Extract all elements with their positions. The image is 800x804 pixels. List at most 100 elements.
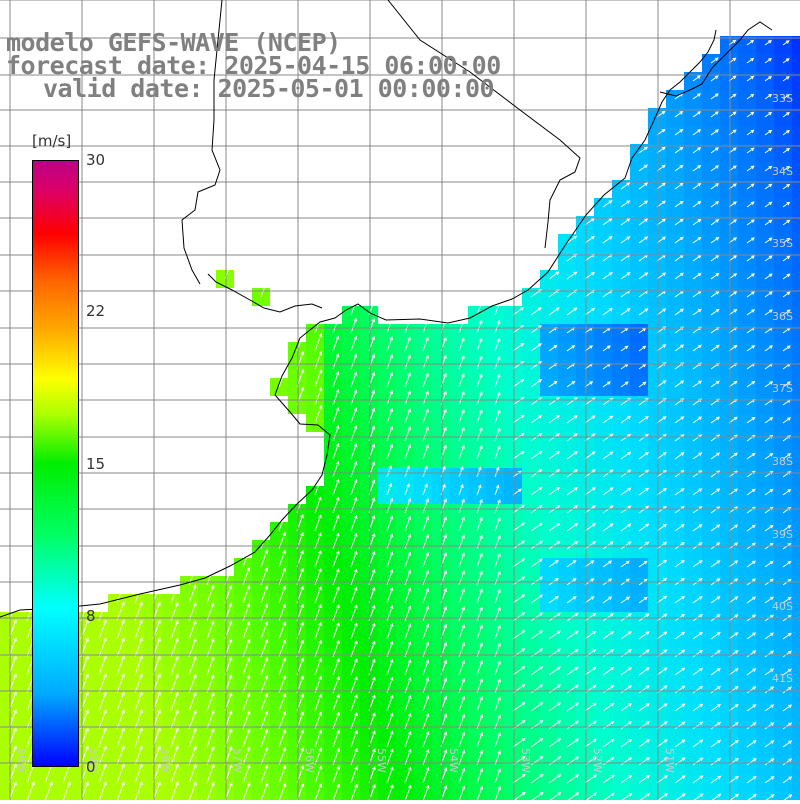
- wind-cell: [180, 792, 198, 804]
- wind-arrow: [386, 372, 393, 388]
- wind-arrow-head: [717, 703, 721, 708]
- wind-arrow: [530, 522, 543, 532]
- wind-arrow: [404, 570, 411, 586]
- wind-arrow-head: [425, 677, 430, 682]
- wind-arrow: [530, 702, 543, 712]
- wind-arrow-head: [680, 398, 685, 402]
- wind-arrow: [116, 782, 125, 802]
- wind-arrow: [638, 757, 650, 766]
- wind-arrow-head: [733, 273, 738, 277]
- wind-arrow: [494, 356, 500, 370]
- wind-arrow: [764, 399, 773, 406]
- wind-arrow: [494, 467, 499, 478]
- wind-arrow: [404, 466, 410, 478]
- wind-arrow-head: [371, 586, 376, 591]
- wind-arrow-head: [497, 606, 501, 611]
- wind-arrow: [494, 446, 501, 460]
- wind-arrow: [476, 607, 483, 622]
- wind-arrow-head: [210, 566, 215, 571]
- colorbar-tick-0: 0: [86, 758, 96, 776]
- wind-arrow-head: [461, 444, 465, 449]
- wind-arrow-head: [572, 596, 577, 600]
- wind-arrow: [332, 784, 340, 802]
- wind-arrow: [530, 648, 543, 658]
- wind-arrow-head: [555, 271, 560, 276]
- wind-arrow: [710, 147, 719, 154]
- wind-cell: [468, 792, 486, 804]
- wind-arrow: [692, 165, 701, 172]
- wind-arrow-head: [354, 783, 358, 788]
- wind-arrow: [782, 148, 790, 154]
- wind-arrow: [512, 702, 525, 712]
- wind-arrow-head: [103, 691, 107, 696]
- wind-arrow-head: [13, 637, 17, 642]
- wind-arrow-head: [714, 93, 719, 97]
- wind-cell: [792, 576, 800, 594]
- wind-arrow: [674, 111, 683, 118]
- wind-arrow: [386, 659, 394, 676]
- wind-arrow-head: [539, 702, 544, 706]
- wind-arrow: [242, 585, 250, 604]
- wind-arrow-head: [646, 739, 651, 743]
- wind-arrow: [782, 740, 792, 748]
- wind-arrow-head: [750, 147, 755, 152]
- wind-arrow-head: [734, 704, 739, 708]
- wind-arrow: [548, 684, 561, 694]
- wind-arrow-head: [626, 272, 631, 276]
- wind-arrow: [260, 639, 268, 658]
- wind-arrow: [170, 764, 179, 784]
- wind-arrow: [692, 237, 701, 244]
- wind-arrow: [764, 291, 773, 298]
- wind-arrow: [278, 711, 286, 730]
- wind-arrow-head: [85, 637, 89, 642]
- wind-arrow: [746, 704, 756, 712]
- wind-arrow-head: [157, 583, 161, 588]
- wind-arrow: [764, 363, 773, 370]
- wind-arrow-head: [389, 640, 394, 645]
- wind-arrow-head: [443, 552, 448, 557]
- wind-arrow: [692, 308, 702, 316]
- wind-arrow-head: [424, 465, 428, 470]
- wind-arrow: [674, 147, 683, 154]
- wind-arrow: [638, 434, 649, 442]
- wind-arrow-head: [479, 498, 483, 503]
- wind-arrow: [476, 445, 483, 460]
- wind-arrow-head: [680, 488, 685, 492]
- wind-arrow: [602, 596, 612, 604]
- wind-arrow: [764, 327, 773, 334]
- wind-arrow-head: [336, 640, 340, 645]
- wind-arrow: [134, 746, 143, 766]
- wind-cell: [36, 792, 54, 804]
- wind-arrow-head: [606, 345, 611, 349]
- wind-arrow: [620, 345, 629, 352]
- wind-arrow-head: [175, 727, 179, 732]
- wind-arrow-head: [157, 691, 161, 696]
- wind-arrow: [782, 417, 791, 424]
- wind-arrow-head: [372, 784, 376, 789]
- wind-arrow-head: [121, 583, 125, 588]
- wind-arrow-head: [697, 272, 702, 277]
- wind-arrow-head: [787, 524, 792, 529]
- wind-arrow: [692, 129, 701, 136]
- wind-arrow-head: [336, 747, 340, 752]
- wind-arrow-head: [769, 524, 774, 529]
- wind-arrow: [206, 585, 214, 604]
- wind-arrow-head: [478, 319, 483, 324]
- wind-arrow-head: [661, 200, 666, 205]
- lat-label: 33S: [772, 92, 793, 105]
- wind-arrow-head: [139, 619, 143, 624]
- wind-arrow-head: [679, 129, 684, 133]
- wind-arrow-head: [663, 685, 668, 689]
- wind-arrow: [782, 722, 792, 730]
- wind-arrow: [782, 632, 792, 640]
- wind-arrow-head: [443, 587, 448, 592]
- wind-arrow: [674, 470, 685, 478]
- wind-arrow: [692, 93, 701, 100]
- wind-arrow-head: [752, 614, 757, 618]
- wind-arrow-head: [389, 676, 394, 681]
- wind-arrow-head: [663, 667, 668, 671]
- wind-arrow-head: [372, 658, 376, 663]
- lon-label: 53W: [519, 748, 532, 773]
- wind-arrow: [584, 397, 595, 406]
- wind-arrow-head: [389, 336, 393, 341]
